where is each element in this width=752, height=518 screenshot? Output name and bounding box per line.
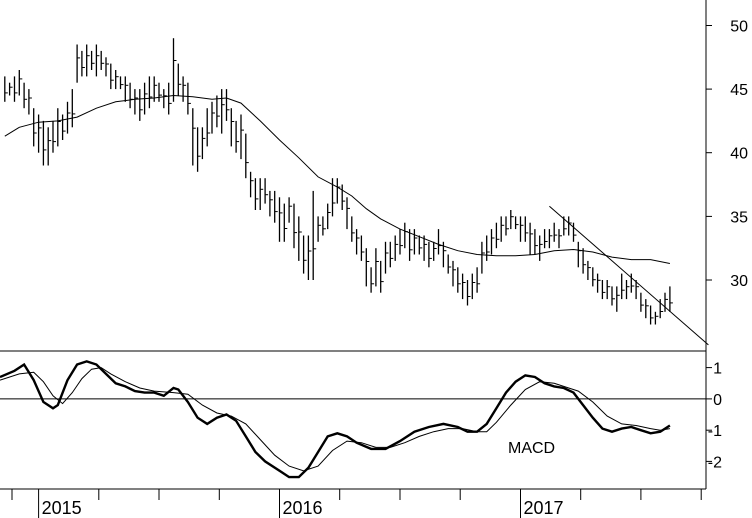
y-tick-label: 30 [730,273,748,290]
price-bars [4,38,673,325]
macd-y-tick-label: -1 [708,423,722,440]
macd-panel: MACD [0,360,706,479]
macd-label: MACD [508,440,555,457]
macd-y-tick-label: 0 [713,392,722,409]
macd-line [0,360,671,479]
downtrend-line [549,205,709,346]
x-year-label: 2015 [42,498,82,518]
x-axis-ticks: 2015 2016 2017 [11,489,702,518]
x-year-label: 2017 [524,498,564,518]
moving-average-line [4,94,670,264]
price-panel [4,38,709,346]
macd-y-tick-label: -2 [708,454,722,471]
y-axis-ticks: 30 35 40 45 50 -2 -1 0 1 [706,19,748,471]
x-year-label: 2016 [283,498,323,518]
y-tick-label: 50 [730,19,748,36]
macd-signal-line [0,367,670,472]
y-tick-label: 35 [730,209,748,226]
macd-y-tick-label: 1 [713,361,722,378]
y-tick-label: 45 [730,82,748,99]
y-tick-label: 40 [730,146,748,163]
